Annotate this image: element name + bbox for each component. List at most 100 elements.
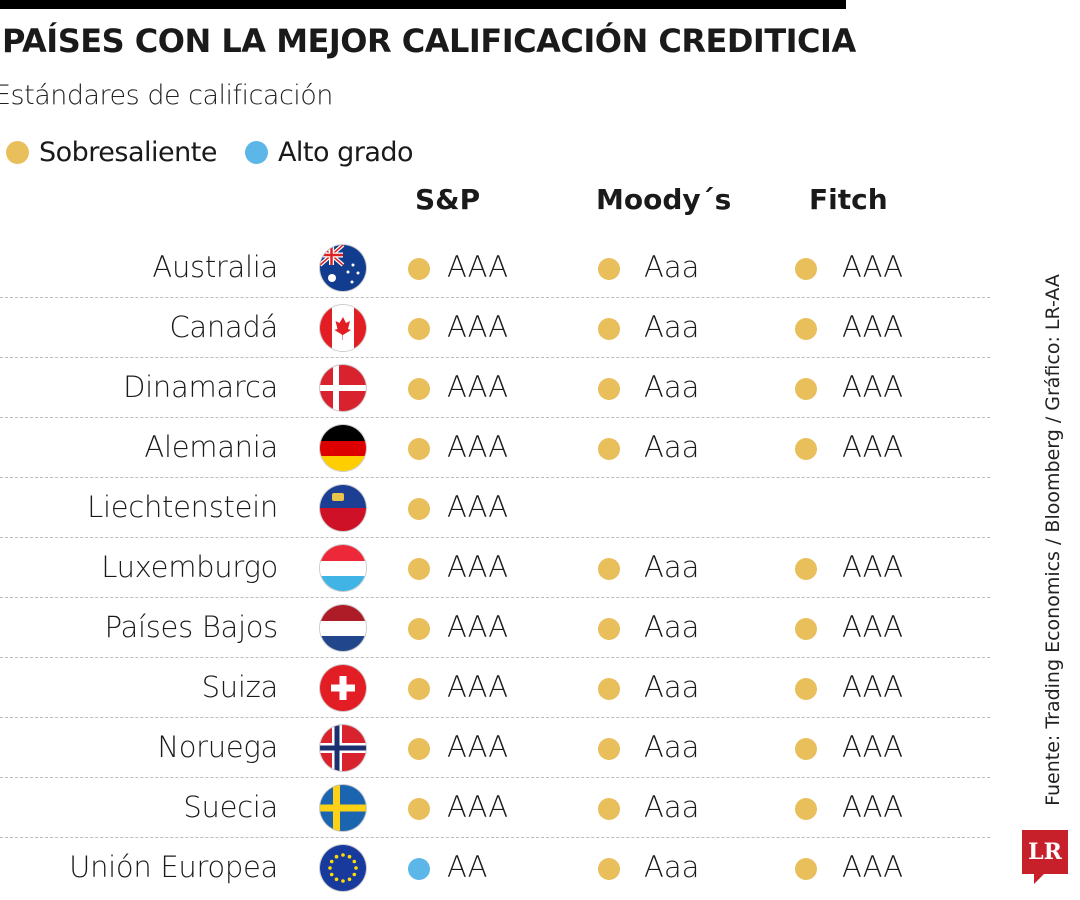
rating-value: AAA: [842, 250, 904, 284]
rating-value: AAA: [447, 310, 509, 344]
table-row: Suecia AAA Aaa AAA: [0, 778, 990, 838]
rating-dot: [795, 438, 817, 460]
rating-dot: [598, 558, 620, 580]
table-row: Suiza AAA Aaa AAA: [0, 658, 990, 718]
rating-dot: [598, 678, 620, 700]
rating-value: AAA: [842, 670, 904, 704]
country-name: Liechtenstein: [87, 490, 278, 524]
rating-value: Aaa: [644, 730, 700, 764]
rating-dot: [598, 438, 620, 460]
rating-value: AAA: [842, 310, 904, 344]
flag-liechtenstein-icon: [320, 485, 366, 531]
legend-dot-icon: [6, 141, 29, 164]
top-bar: [0, 0, 846, 9]
rating-dot: [795, 558, 817, 580]
rating-value: Aaa: [644, 790, 700, 824]
row-divider: [0, 417, 990, 418]
rating-dot: [795, 738, 817, 760]
row-divider: [0, 537, 990, 538]
country-name: Canadá: [169, 310, 278, 344]
row-divider: [0, 837, 990, 838]
legend-item-alto-grado: Alto grado: [244, 137, 414, 168]
rating-value: AAA: [842, 730, 904, 764]
rating-dot: [408, 258, 430, 280]
country-name: Alemania: [144, 430, 278, 464]
rating-dot: [408, 378, 430, 400]
rating-value: AAA: [447, 370, 509, 404]
country-name: Países Bajos: [104, 610, 279, 644]
flag-germany-icon: [320, 425, 366, 471]
rating-value: Aaa: [644, 610, 700, 644]
rating-value: AAA: [447, 730, 509, 764]
rating-value: AA: [447, 850, 488, 884]
rating-dot: [795, 858, 817, 880]
lr-logo: LR: [1022, 830, 1068, 884]
legend-item-sobresaliente: Sobresaliente: [6, 137, 217, 168]
flag-european-union-icon: [320, 845, 366, 891]
rating-value: Aaa: [644, 850, 700, 884]
table-row: Dinamarca AAA Aaa AAA: [0, 358, 990, 418]
table-row: Liechtenstein AAA: [0, 478, 990, 538]
rating-dot: [795, 678, 817, 700]
rating-dot: [598, 738, 620, 760]
rating-value: AAA: [447, 610, 509, 644]
chart-title: PAÍSES CON LA MEJOR CALIFICACIÓN CREDITI…: [2, 22, 856, 60]
row-divider: [0, 357, 990, 358]
rating-value: Aaa: [644, 430, 700, 464]
rating-value: AAA: [842, 790, 904, 824]
row-divider: [0, 657, 990, 658]
rating-value: AAA: [842, 370, 904, 404]
rating-dot: [408, 738, 430, 760]
country-name: Suecia: [183, 790, 278, 824]
row-divider: [0, 717, 990, 718]
rating-dot: [795, 378, 817, 400]
flag-denmark-icon: [320, 365, 366, 411]
column-header-sp: S&P: [415, 183, 481, 216]
legend-label: Sobresaliente: [39, 137, 217, 168]
flag-canada-icon: [320, 305, 366, 351]
source-note: Fuente: Trading Economics / Bloomberg / …: [1042, 274, 1064, 806]
rating-value: AAA: [842, 850, 904, 884]
rating-value: AAA: [447, 670, 509, 704]
rating-dot: [598, 378, 620, 400]
row-divider: [0, 477, 990, 478]
flag-australia-icon: [320, 245, 366, 291]
rating-value: Aaa: [644, 550, 700, 584]
legend-dot-icon: [244, 141, 268, 164]
rating-dot: [598, 318, 620, 340]
rating-value: AAA: [447, 250, 509, 284]
flag-switzerland-icon: [320, 665, 366, 711]
rating-dot: [598, 858, 620, 880]
row-divider: [0, 597, 990, 598]
rating-value: Aaa: [644, 670, 700, 704]
rating-value: Aaa: [644, 370, 700, 404]
rating-dot: [408, 318, 430, 340]
rating-value: AAA: [447, 550, 509, 584]
country-name: Suiza: [201, 670, 279, 704]
rating-dot: [795, 618, 817, 640]
chart-subtitle: Estándares de calificación: [0, 80, 333, 111]
legend-label: Alto grado: [277, 137, 414, 168]
rating-value: Aaa: [644, 310, 700, 344]
table-row: Luxemburgo AAA Aaa AAA: [0, 538, 990, 598]
rating-dot: [408, 498, 430, 520]
rating-value: Aaa: [644, 250, 700, 284]
rating-dot: [795, 258, 817, 280]
rating-dot: [598, 798, 620, 820]
rating-value: AAA: [447, 790, 509, 824]
table-row: Países Bajos AAA Aaa AAA: [0, 598, 990, 658]
flag-sweden-icon: [320, 785, 366, 831]
rating-value: AAA: [842, 550, 904, 584]
rating-dot: [598, 258, 620, 280]
rating-value: AAA: [447, 490, 509, 524]
table-row: Canadá AAA Aaa AAA: [0, 298, 990, 358]
rating-dot: [598, 618, 620, 640]
flag-luxembourg-icon: [320, 545, 366, 591]
country-name: Noruega: [157, 730, 278, 764]
rating-dot: [408, 798, 430, 820]
rating-dot: [408, 558, 430, 580]
column-header-moodys: Moody´s: [596, 183, 732, 216]
table-row: Unión Europea AA Aaa AAA: [0, 838, 990, 898]
rating-dot: [408, 618, 430, 640]
row-divider: [0, 777, 990, 778]
